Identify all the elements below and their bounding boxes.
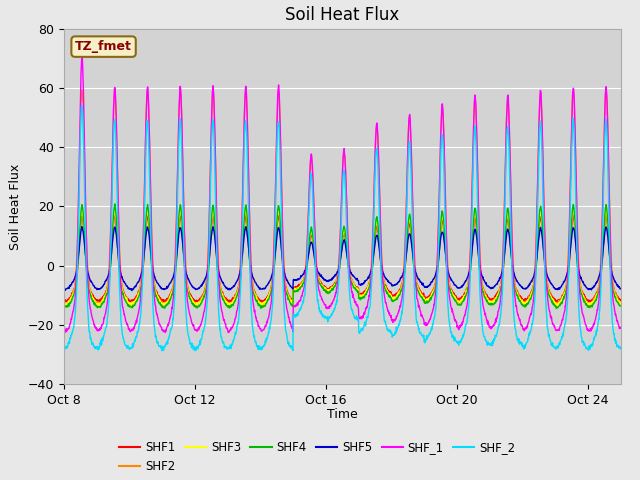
SHF5 <box>200 279 208 285</box>
SHF5 <box>152 278 160 284</box>
SHF4 <box>616 302 624 308</box>
SHF1 <box>602 212 610 218</box>
SHF1 <box>616 298 624 303</box>
SHF_1 <box>152 305 159 311</box>
SHF4 <box>360 295 367 300</box>
SHF5 <box>184 276 192 282</box>
SHF_1 <box>161 330 169 336</box>
SHF4 <box>76 236 83 241</box>
SHF2 <box>200 291 208 297</box>
SHF_2 <box>78 102 86 108</box>
SHF_1 <box>616 325 624 331</box>
SHF4 <box>184 289 192 295</box>
SHF_1 <box>495 307 502 313</box>
SHF4 <box>111 201 118 207</box>
SHF3 <box>227 303 234 309</box>
Y-axis label: Soil Heat Flux: Soil Heat Flux <box>10 163 22 250</box>
SHF1 <box>359 290 367 296</box>
SHF1 <box>554 300 561 306</box>
Text: TZ_fmet: TZ_fmet <box>75 40 132 53</box>
Line: SHF_2: SHF_2 <box>64 105 620 350</box>
SHF3 <box>60 300 68 306</box>
SHF1 <box>76 241 83 247</box>
Line: SHF4: SHF4 <box>64 204 620 309</box>
SHF3 <box>616 301 624 307</box>
SHF2 <box>192 304 200 310</box>
SHF2 <box>152 288 159 293</box>
Line: SHF2: SHF2 <box>64 88 620 307</box>
Line: SHF1: SHF1 <box>64 215 620 303</box>
SHF2 <box>111 85 118 91</box>
SHF5 <box>616 286 624 292</box>
SHF_2 <box>616 346 624 351</box>
SHF1 <box>184 284 191 289</box>
SHF_2 <box>76 183 83 189</box>
SHF5 <box>78 224 86 229</box>
SHF2 <box>76 166 83 171</box>
SHF_2 <box>184 331 192 337</box>
Line: SHF5: SHF5 <box>64 227 620 290</box>
SHF4 <box>552 306 560 312</box>
SHF3 <box>360 292 367 298</box>
SHF1 <box>494 289 502 295</box>
SHF4 <box>200 295 207 301</box>
SHF1 <box>152 287 159 293</box>
SHF_2 <box>200 326 208 332</box>
SHF_2 <box>360 325 367 331</box>
SHF_2 <box>60 347 68 353</box>
SHF4 <box>60 303 68 309</box>
SHF4 <box>495 294 502 300</box>
SHF_2 <box>495 324 502 329</box>
SHF_1 <box>60 326 68 332</box>
Line: SHF_1: SHF_1 <box>64 57 620 333</box>
SHF3 <box>275 206 282 212</box>
Title: Soil Heat Flux: Soil Heat Flux <box>285 6 399 24</box>
X-axis label: Time: Time <box>327 408 358 421</box>
SHF_1 <box>184 304 192 310</box>
SHF_1 <box>360 312 367 318</box>
SHF3 <box>152 289 159 295</box>
SHF2 <box>184 284 192 290</box>
SHF2 <box>360 292 367 298</box>
SHF5 <box>495 278 502 284</box>
SHF_2 <box>158 348 166 353</box>
SHF_1 <box>76 152 83 157</box>
SHF3 <box>76 238 83 244</box>
SHF_1 <box>78 54 86 60</box>
Line: SHF3: SHF3 <box>64 209 620 306</box>
SHF_2 <box>152 333 159 338</box>
SHF5 <box>60 285 68 291</box>
SHF5 <box>360 280 367 286</box>
SHF5 <box>128 288 136 293</box>
SHF1 <box>60 297 68 302</box>
Legend: SHF1, SHF2, SHF3, SHF4, SHF5, SHF_1, SHF_2: SHF1, SHF2, SHF3, SHF4, SHF5, SHF_1, SHF… <box>115 436 520 478</box>
SHF2 <box>495 289 502 295</box>
SHF5 <box>76 244 83 250</box>
SHF4 <box>152 293 159 299</box>
SHF3 <box>184 287 191 292</box>
SHF1 <box>200 291 207 297</box>
SHF3 <box>200 294 207 300</box>
SHF3 <box>495 289 502 295</box>
SHF_1 <box>200 309 208 315</box>
SHF2 <box>60 300 68 306</box>
SHF2 <box>616 301 624 307</box>
